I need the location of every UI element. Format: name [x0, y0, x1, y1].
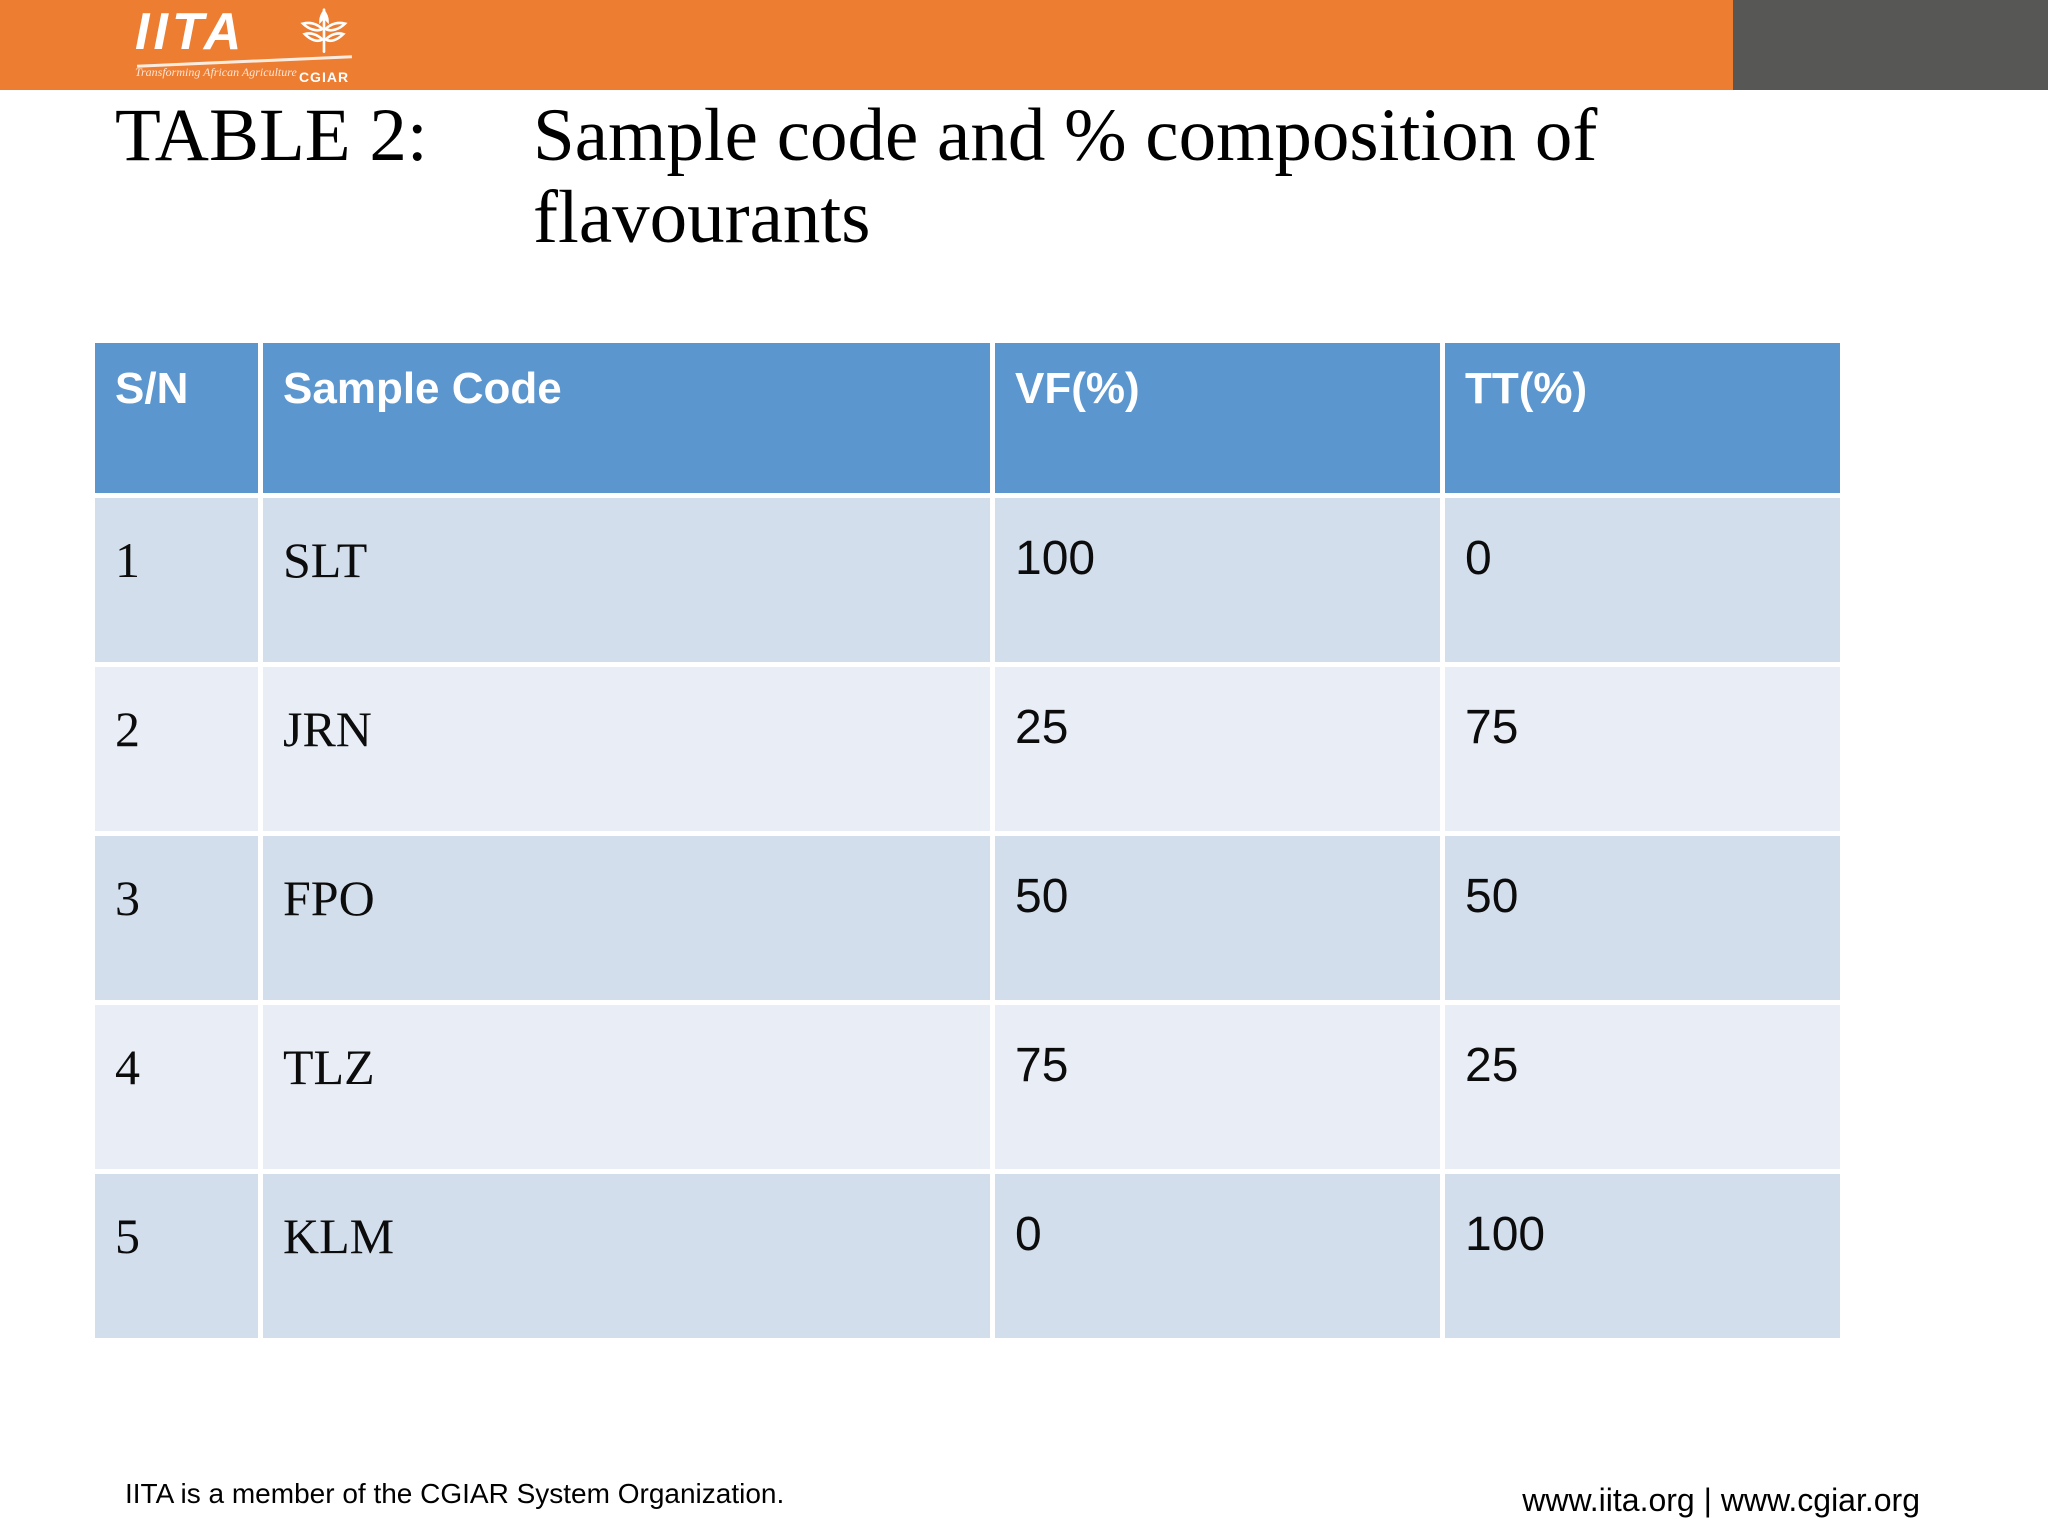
cell-vf: 75 — [995, 1005, 1440, 1169]
cell-vf: 25 — [995, 667, 1440, 831]
title-line1: Sample code and % composition of — [533, 94, 1598, 177]
cell-sn: 2 — [95, 667, 258, 831]
iita-logo-text: IITA — [135, 3, 246, 61]
column-header-vf: VF(%) — [995, 343, 1440, 493]
cell-tt: 0 — [1445, 498, 1840, 662]
cell-sn: 4 — [95, 1005, 258, 1169]
cell-sn: 5 — [95, 1174, 258, 1338]
cell-sample-code: SLT — [263, 498, 990, 662]
iita-logo-tagline: Transforming African Agriculture — [135, 65, 297, 79]
cell-tt: 75 — [1445, 667, 1840, 831]
page-title: TABLE 2: Sample code and % composition o… — [115, 95, 1863, 259]
cell-sample-code: FPO — [263, 836, 990, 1000]
banner-gray-block — [1733, 0, 2048, 90]
cell-sample-code: TLZ — [263, 1005, 990, 1169]
title-text: Sample code and % composition of flavour… — [533, 95, 1863, 259]
cell-vf: 0 — [995, 1174, 1440, 1338]
column-header-sample-code: Sample Code — [263, 343, 990, 493]
footer-membership-note: IITA is a member of the CGIAR System Org… — [125, 1478, 785, 1509]
cell-sample-code: KLM — [263, 1174, 990, 1338]
cell-sample-code: JRN — [263, 667, 990, 831]
cgiar-wheat-icon — [300, 8, 348, 53]
cell-tt: 100 — [1445, 1174, 1840, 1338]
column-header-sn: S/N — [95, 343, 258, 493]
title-line2: flavourants — [533, 176, 871, 259]
cell-tt: 25 — [1445, 1005, 1840, 1169]
sample-composition-table: S/N Sample Code VF(%) TT(%) 1 SLT 100 0 … — [95, 343, 1840, 1338]
cell-tt: 50 — [1445, 836, 1840, 1000]
column-header-tt: TT(%) — [1445, 343, 1840, 493]
cgiar-logo-text: CGIAR — [298, 69, 350, 85]
cell-vf: 100 — [995, 498, 1440, 662]
cell-sn: 1 — [95, 498, 258, 662]
footer-websites: www.iita.org | www.cgiar.org — [1522, 1482, 1920, 1518]
top-banner — [0, 0, 2048, 90]
cell-vf: 50 — [995, 836, 1440, 1000]
iita-logo: IITA Transforming African Agriculture — [135, 6, 365, 78]
title-label: TABLE 2: — [115, 94, 428, 177]
cgiar-logo: CGIAR — [291, 6, 357, 84]
cell-sn: 3 — [95, 836, 258, 1000]
